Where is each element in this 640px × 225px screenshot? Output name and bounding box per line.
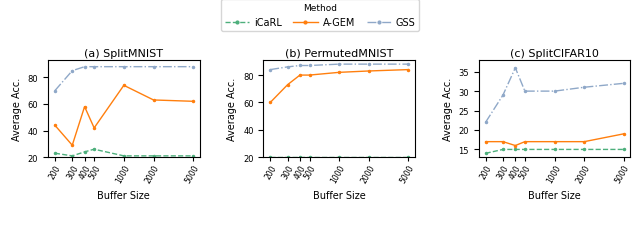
Legend: iCaRL, A-GEM, GSS: iCaRL, A-GEM, GSS [221,0,419,32]
Title: (a) SplitMNIST: (a) SplitMNIST [84,49,163,58]
X-axis label: Buffer Size: Buffer Size [313,190,365,200]
Title: (b) PermutedMNIST: (b) PermutedMNIST [285,49,394,58]
X-axis label: Buffer Size: Buffer Size [528,190,581,200]
Y-axis label: Average Acc.: Average Acc. [443,78,453,141]
Title: (c) SplitCIFAR10: (c) SplitCIFAR10 [510,49,599,58]
X-axis label: Buffer Size: Buffer Size [97,190,150,200]
Y-axis label: Average Acc.: Average Acc. [12,78,22,141]
Y-axis label: Average Acc.: Average Acc. [227,78,237,141]
